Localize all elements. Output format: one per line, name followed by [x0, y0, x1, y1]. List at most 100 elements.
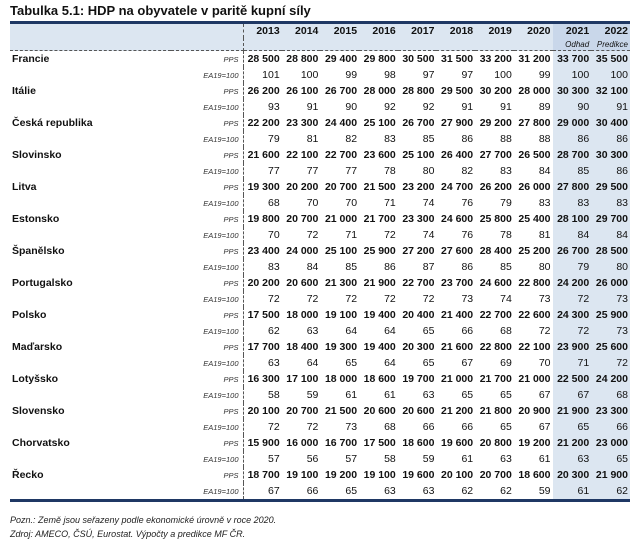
- value-cell-2013: 70: [268, 229, 280, 241]
- year-note-2017: [397, 38, 437, 51]
- value-cell-2021: 24 300: [552, 307, 592, 323]
- value-cell-2022: 29 700: [591, 211, 630, 227]
- table-row-pps: Řecko PPS 18 700 19 100 19 200 19 100 19 600 20…: [10, 467, 630, 483]
- table-row-ea: EA19=100 58 59 61 61 63 65 65 67 67 68: [10, 387, 630, 403]
- value-cell-2021: 83: [552, 195, 592, 211]
- unit-label: EA19=100: [171, 163, 244, 179]
- table-row-pps: Polsko PPS 17 500 18 000 19 100 19 400 20 400 2…: [10, 307, 630, 323]
- value-cell-2021: 22 500: [552, 371, 592, 387]
- value-cell-2018: 76: [461, 197, 474, 209]
- value-cell-2014: 59: [306, 389, 319, 401]
- year-header-2020: 2020: [513, 21, 553, 38]
- value-cell-2016: 25 100: [363, 117, 396, 129]
- unit-label: PPS: [171, 211, 244, 227]
- value-cell-2019: 22 700: [479, 309, 512, 321]
- country-name: Slovensko: [12, 405, 65, 417]
- table-row-pps: Francie PPS 28 500 28 800 29 400 29 800 30 500…: [10, 50, 630, 67]
- country-name: Estonsko: [12, 213, 60, 225]
- value-cell-2019: 65: [500, 421, 512, 433]
- value-cell-2013: 101: [262, 69, 280, 81]
- value-cell-2018: 62: [436, 483, 476, 502]
- value-cell-2022: 26 000: [591, 275, 630, 291]
- country-name: Portugalsko: [12, 277, 73, 289]
- value-cell-2021: 63: [552, 451, 592, 467]
- value-cell-2016: 25 900: [363, 245, 396, 257]
- value-cell-2021: 90: [552, 99, 592, 115]
- value-cell-2016: 21 700: [363, 213, 396, 225]
- value-cell-2017: 18 600: [402, 437, 435, 449]
- value-cell-2014: 20 600: [286, 277, 319, 289]
- table-row-pps: Portugalsko PPS 20 200 20 600 21 300 21 900 22…: [10, 275, 630, 291]
- value-cell-2021: 20 300: [552, 467, 592, 483]
- value-cell-2016: 18 600: [363, 373, 396, 385]
- value-cell-2022: 28 500: [591, 243, 630, 259]
- value-cell-2015: 57: [345, 453, 358, 465]
- year-note-2019: [475, 38, 514, 51]
- year-header-2019: 2019: [475, 21, 514, 38]
- value-cell-2021: 65: [552, 419, 592, 435]
- table-row-pps: Chorvatsko PPS 15 900 16 000 16 700 17 500 18 …: [10, 435, 630, 451]
- value-cell-2021: 85: [552, 163, 592, 179]
- value-cell-2013: 77: [268, 165, 280, 177]
- value-cell-2014: 72: [306, 421, 319, 433]
- value-cell-2016: 23 600: [363, 149, 396, 161]
- value-cell-2015: 70: [345, 197, 358, 209]
- value-cell-2018: 19 600: [441, 437, 474, 449]
- value-cell-2021: 28 100: [552, 211, 592, 227]
- value-cell-2021: 30 300: [552, 83, 592, 99]
- table-row-ea: EA19=100 62 63 64 64 65 66 68 72 72 73: [10, 323, 630, 339]
- value-cell-2014: 72: [306, 229, 319, 241]
- value-cell-2013: 15 900: [247, 437, 280, 449]
- value-cell-2020: 22 100: [518, 341, 551, 353]
- year-note-2014: [281, 38, 321, 51]
- value-cell-2013: 17 500: [247, 309, 280, 321]
- value-cell-2016: 20 600: [363, 405, 396, 417]
- value-cell-2021: 21 900: [552, 403, 592, 419]
- value-cell-2018: 61: [461, 453, 474, 465]
- value-cell-2021: 72: [552, 323, 592, 339]
- value-cell-2013: 67: [243, 483, 282, 502]
- value-cell-2019: 78: [500, 229, 512, 241]
- year-header-2022: 2022: [591, 21, 630, 38]
- table-row-ea: EA19=100 83 84 85 86 87 86 85 80 79 80: [10, 259, 630, 275]
- value-cell-2018: 26 400: [441, 149, 474, 161]
- value-cell-2018: 66: [461, 325, 474, 337]
- value-cell-2019: 62: [475, 483, 514, 502]
- value-cell-2018: 76: [461, 229, 474, 241]
- unit-label: EA19=100: [171, 67, 244, 83]
- unit-label: PPS: [171, 115, 244, 131]
- value-cell-2017: 20 300: [402, 341, 435, 353]
- unit-label: PPS: [171, 435, 244, 451]
- value-cell-2020: 19 200: [518, 437, 551, 449]
- table-row-pps: Estonsko PPS 19 800 20 700 21 000 21 700 23 30…: [10, 211, 630, 227]
- year-header-2018: 2018: [436, 21, 476, 38]
- unit-label: PPS: [171, 403, 244, 419]
- value-cell-2017: 23 300: [402, 213, 435, 225]
- value-cell-2022: 21 900: [591, 467, 630, 483]
- value-cell-2018: 21 200: [441, 405, 474, 417]
- value-cell-2017: 23 200: [402, 181, 435, 193]
- value-cell-2020: 25 400: [518, 213, 551, 225]
- country-name: Česká republika: [12, 117, 93, 129]
- value-cell-2017: 97: [422, 69, 435, 81]
- value-cell-2022: 91: [591, 99, 630, 115]
- value-cell-2013: 26 200: [247, 85, 280, 97]
- value-cell-2019: 21 700: [479, 373, 512, 385]
- value-cell-2018: 82: [461, 165, 474, 177]
- value-cell-2018: 65: [461, 389, 474, 401]
- value-cell-2020: 61: [538, 453, 551, 465]
- value-cell-2013: 63: [268, 357, 280, 369]
- value-cell-2018: 31 500: [441, 53, 474, 65]
- value-cell-2014: 66: [281, 483, 321, 502]
- value-cell-2020: 83: [538, 197, 551, 209]
- value-cell-2019: 27 700: [479, 149, 512, 161]
- value-cell-2022: 24 200: [591, 371, 630, 387]
- value-cell-2019: 91: [500, 101, 512, 113]
- value-cell-2020: 88: [538, 133, 551, 145]
- country-name: Maďarsko: [12, 341, 63, 353]
- value-cell-2013: 23 400: [247, 245, 280, 257]
- value-cell-2021: 71: [552, 355, 592, 371]
- value-cell-2013: 17 700: [247, 341, 280, 353]
- unit-label: EA19=100: [171, 227, 244, 243]
- value-cell-2015: 77: [345, 165, 358, 177]
